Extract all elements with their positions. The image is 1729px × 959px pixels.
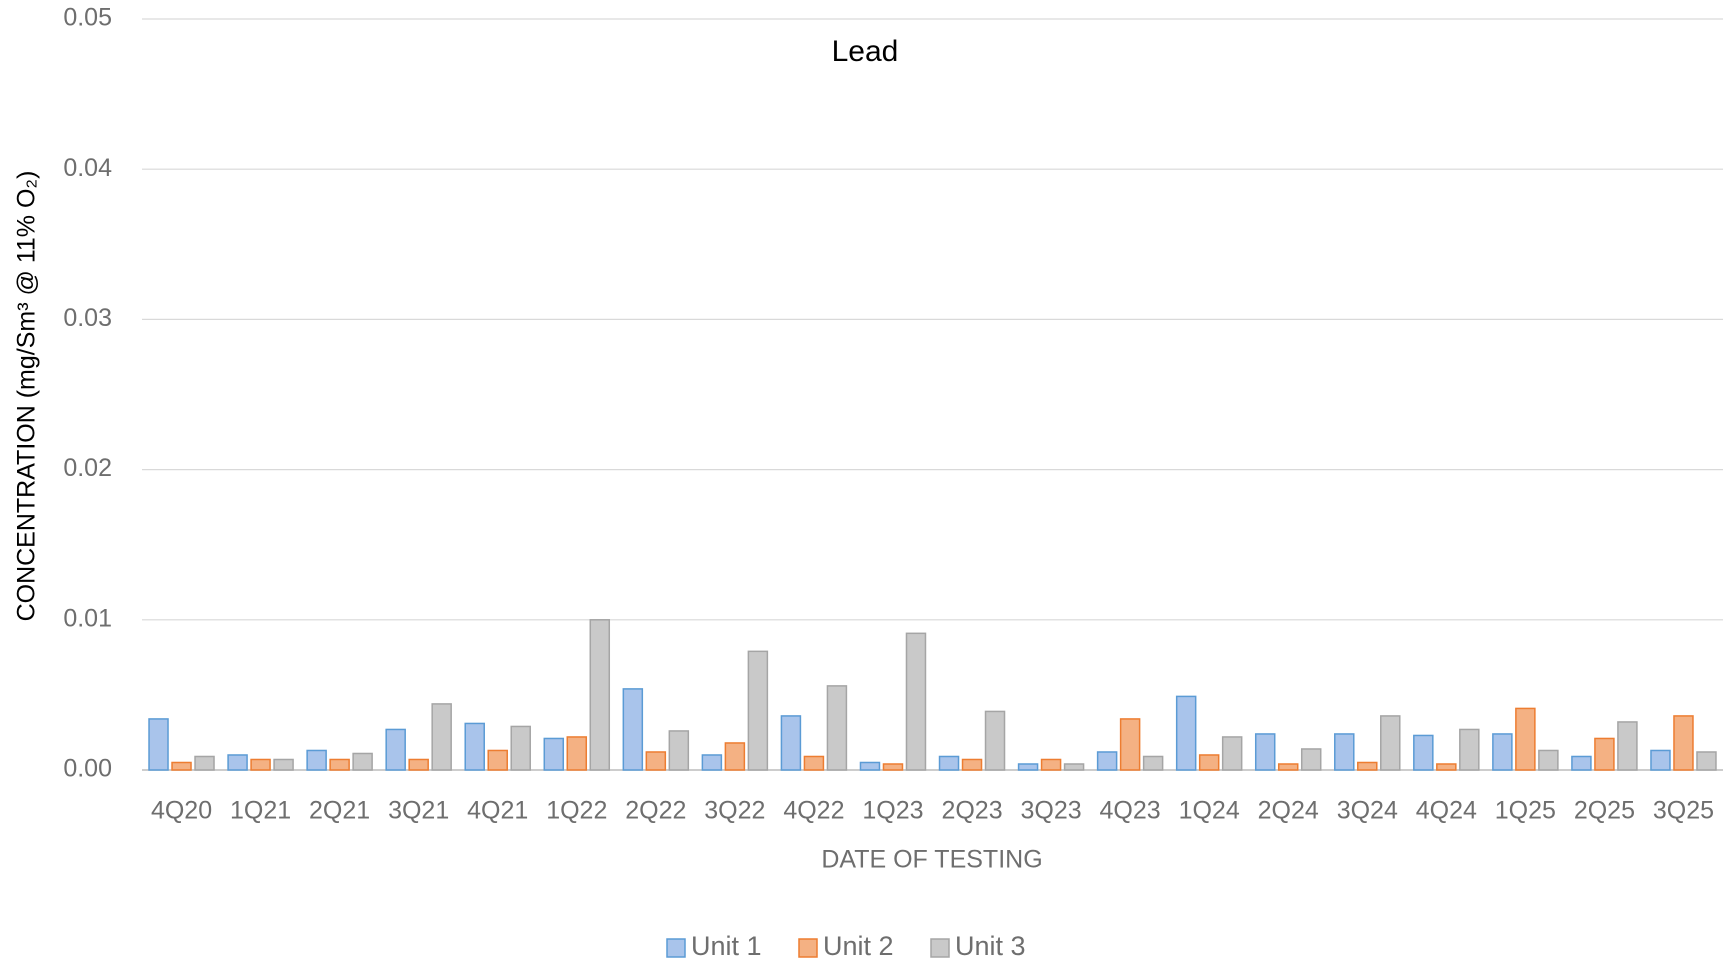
bar — [1436, 763, 1457, 771]
x-tick-label: 1Q22 — [546, 797, 607, 825]
x-tick-label: 4Q20 — [151, 797, 212, 825]
bar — [1357, 761, 1378, 771]
x-tick-label: 4Q23 — [1100, 797, 1161, 825]
bar — [938, 755, 960, 771]
y-tick-label: 0.04 — [63, 154, 112, 182]
bar — [148, 718, 169, 771]
y-tick-label: 0.00 — [63, 755, 112, 783]
bar — [1254, 733, 1276, 771]
bar — [668, 730, 690, 771]
x-tick-label: 1Q24 — [1179, 797, 1240, 825]
x-tick-label: 2Q25 — [1574, 797, 1635, 825]
x-tick-label: 1Q21 — [230, 797, 291, 825]
x-tick-label: 2Q24 — [1258, 797, 1319, 825]
x-tick-label: 4Q24 — [1416, 797, 1477, 825]
bar — [1221, 736, 1243, 771]
bar — [1175, 695, 1197, 771]
bar — [1017, 763, 1039, 771]
legend-label: Unit 3 — [955, 931, 1026, 959]
bar — [1040, 758, 1062, 771]
x-axis-title: DATE OF TESTING — [821, 846, 1042, 874]
bar — [1277, 763, 1299, 771]
legend-swatch — [666, 938, 686, 958]
bar — [905, 632, 927, 771]
bar — [1380, 715, 1401, 771]
x-tick-label: 4Q22 — [783, 797, 844, 825]
y-tick-label: 0.03 — [63, 304, 112, 332]
bar — [1142, 755, 1164, 771]
bar — [724, 742, 746, 771]
bar — [882, 763, 904, 771]
bar — [194, 755, 215, 771]
legend-label: Unit 2 — [823, 931, 894, 959]
bar — [431, 703, 452, 771]
bar — [826, 685, 848, 771]
bar — [701, 754, 723, 771]
bar — [859, 761, 881, 771]
bar — [227, 754, 248, 771]
chart-title: Lead — [832, 35, 899, 68]
y-tick-label: 0.05 — [63, 4, 112, 32]
bar — [487, 749, 508, 771]
bar — [1515, 707, 1536, 771]
bar — [1650, 749, 1671, 771]
bar — [408, 758, 429, 771]
bar — [1673, 715, 1694, 771]
x-tick-label: 3Q22 — [704, 797, 765, 825]
bar — [1334, 733, 1355, 771]
bar — [1413, 734, 1434, 771]
bar — [747, 650, 769, 771]
bar — [1594, 737, 1615, 771]
bar — [464, 722, 485, 771]
bar — [171, 761, 192, 771]
x-tick-label: 1Q23 — [862, 797, 923, 825]
bar — [385, 728, 406, 771]
legend-swatch — [798, 938, 818, 958]
bar — [1492, 733, 1513, 771]
bar — [780, 715, 802, 771]
bar — [984, 710, 1006, 771]
x-tick-label: 4Q21 — [467, 797, 528, 825]
bar — [543, 737, 565, 771]
bar — [1096, 751, 1118, 771]
bar — [1571, 755, 1592, 771]
y-axis-title: CONCENTRATION (mg/Sm³ @ 11% O₂) — [13, 171, 41, 622]
bar — [1119, 718, 1141, 771]
bar — [1300, 748, 1322, 771]
bar — [589, 619, 611, 771]
bar — [566, 736, 588, 771]
bar — [1063, 763, 1085, 771]
bar — [352, 752, 373, 771]
bar — [273, 758, 294, 771]
bar — [1198, 754, 1220, 771]
x-tick-label: 3Q24 — [1337, 797, 1398, 825]
bar — [645, 751, 667, 771]
legend-label: Unit 1 — [691, 931, 762, 959]
bar — [510, 725, 531, 771]
x-tick-label: 2Q22 — [625, 797, 686, 825]
bar — [1617, 721, 1638, 771]
bar — [803, 755, 825, 771]
y-tick-label: 0.01 — [63, 604, 112, 632]
x-tick-label: 3Q21 — [388, 797, 449, 825]
legend-swatch — [930, 938, 950, 958]
bar — [1538, 749, 1559, 771]
x-tick-label: 2Q21 — [309, 797, 370, 825]
bar — [1459, 728, 1480, 771]
x-tick-label: 1Q25 — [1495, 797, 1556, 825]
bar — [961, 758, 983, 771]
bar — [306, 749, 327, 771]
x-tick-label: 3Q23 — [1020, 797, 1081, 825]
y-tick-label: 0.02 — [63, 454, 112, 482]
x-tick-label: 3Q25 — [1653, 797, 1714, 825]
bar — [329, 758, 350, 771]
x-tick-label: 2Q23 — [941, 797, 1002, 825]
bar — [1696, 751, 1717, 771]
bar — [622, 688, 644, 771]
bar — [250, 758, 271, 771]
